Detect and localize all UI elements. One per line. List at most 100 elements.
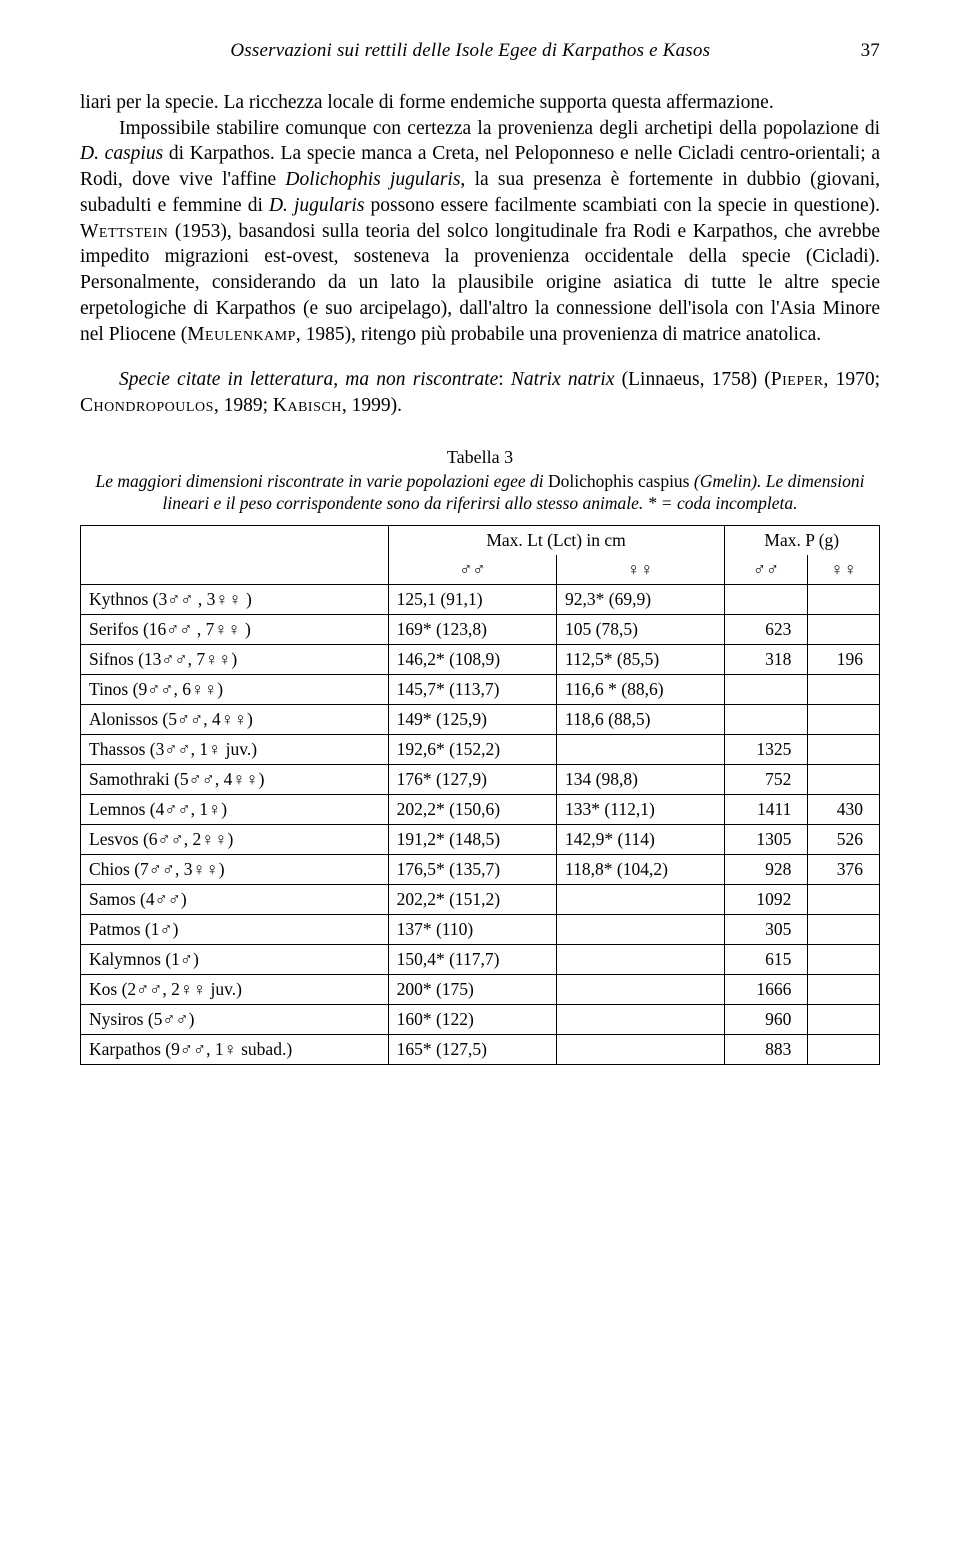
table-row: Kalymnos (1♂)150,4* (117,7)615 [81,944,880,974]
table-cell: Sifnos (13♂♂, 7♀♀) [81,644,389,674]
table-cell: 105 (78,5) [557,614,725,644]
author-name: Pieper [771,369,824,390]
table-cell: 623 [724,614,808,644]
table-cell: 149* (125,9) [388,704,556,734]
text: possono essere facilmente scambiati con … [364,195,880,216]
page: Osservazioni sui rettili delle Isole Ege… [0,0,960,1125]
paragraph-1: liari per la specie. La ricchezza locale… [80,90,880,347]
table-cell: 118,8* (104,2) [557,854,725,884]
table-cell: Karpathos (9♂♂, 1♀ subad.) [81,1034,389,1064]
table-cell: 928 [724,854,808,884]
species-name: Dolichophis jugularis [285,169,460,190]
table-row: Kythnos (3♂♂ , 3♀♀ )125,1 (91,1)92,3* (6… [81,584,880,614]
header-male: ♂♂ [724,555,808,585]
header-lt: Max. Lt (Lct) in cm [388,525,724,555]
table-cell: 146,2* (108,9) [388,644,556,674]
table-cell [808,614,880,644]
table-cell [808,974,880,1004]
table-cell: Samos (4♂♂) [81,884,389,914]
table-cell: Nysiros (5♂♂) [81,1004,389,1034]
table-cell [808,1004,880,1034]
table-row: Alonissos (5♂♂, 4♀♀)149* (125,9)118,6 (8… [81,704,880,734]
table-cell: Samothraki (5♂♂, 4♀♀) [81,764,389,794]
table-row: Chios (7♂♂, 3♀♀)176,5* (135,7)118,8* (10… [81,854,880,884]
header-female: ♀♀ [808,555,880,585]
text: , 1985), ritengo più probabile una prove… [296,324,821,345]
table-cell: 137* (110) [388,914,556,944]
table-caption: Le maggiori dimensioni riscontrate in va… [80,470,880,515]
table-cell [724,704,808,734]
paragraph-2: Specie citate in letteratura, ma non ris… [80,367,880,418]
table-cell: 169* (123,8) [388,614,556,644]
table-header-row-1: Max. Lt (Lct) in cm Max. P (g) [81,525,880,555]
table-cell [557,944,725,974]
table-cell: 1305 [724,824,808,854]
table-cell [808,944,880,974]
table-cell: 430 [808,794,880,824]
text: : [498,369,511,390]
species-name: Natrix natrix [511,369,615,390]
table-cell [557,914,725,944]
running-head-title: Osservazioni sui rettili delle Isole Ege… [230,40,710,61]
table-cell: Alonissos (5♂♂, 4♀♀) [81,704,389,734]
table-cell: 125,1 (91,1) [388,584,556,614]
data-table: Max. Lt (Lct) in cm Max. P (g) ♂♂ ♀♀ ♂♂ … [80,525,880,1065]
table-cell: 150,4* (117,7) [388,944,556,974]
table-cell: Kos (2♂♂, 2♀♀ juv.) [81,974,389,1004]
table-row: Serifos (16♂♂ , 7♀♀ )169* (123,8)105 (78… [81,614,880,644]
author-name: Kabisch [273,395,342,416]
table-row: Nysiros (5♂♂)160* (122)960 [81,1004,880,1034]
table-cell [557,1004,725,1034]
table-cell: 752 [724,764,808,794]
table-cell [557,974,725,1004]
table-cell: 376 [808,854,880,884]
header-female: ♀♀ [557,555,725,585]
table-body: Kythnos (3♂♂ , 3♀♀ )125,1 (91,1)92,3* (6… [81,584,880,1064]
table-cell: 116,6 * (88,6) [557,674,725,704]
table-cell: Tinos (9♂♂, 6♀♀) [81,674,389,704]
species-name: Dolichophis caspius [548,471,689,491]
caption-text: Le maggiori dimensioni riscontrate in va… [96,471,549,491]
table-cell: 112,5* (85,5) [557,644,725,674]
table-head: Max. Lt (Lct) in cm Max. P (g) ♂♂ ♀♀ ♂♂ … [81,525,880,584]
table-cell [808,584,880,614]
table-cell [808,764,880,794]
text-italic: Specie citate in letteratura, ma non ris… [119,369,498,390]
blank-header [81,525,389,584]
table-cell: Kalymnos (1♂) [81,944,389,974]
table-row: Tinos (9♂♂, 6♀♀)145,7* (113,7)116,6 * (8… [81,674,880,704]
header-p: Max. P (g) [724,525,879,555]
table-row: Patmos (1♂)137* (110)305 [81,914,880,944]
table-cell: 142,9* (114) [557,824,725,854]
table-cell: 133* (112,1) [557,794,725,824]
author-name: Meulenkamp [187,324,296,345]
table-cell [724,584,808,614]
table-row: Samothraki (5♂♂, 4♀♀)176* (127,9)134 (98… [81,764,880,794]
table-cell: 160* (122) [388,1004,556,1034]
text: liari per la specie. La ricchezza locale… [80,92,774,113]
table-cell: 176,5* (135,7) [388,854,556,884]
table-cell: 318 [724,644,808,674]
species-name: D. jugularis [269,195,364,216]
table-row: Karpathos (9♂♂, 1♀ subad.)165* (127,5)88… [81,1034,880,1064]
text: , 1999). [342,395,402,416]
table-cell: 118,6 (88,5) [557,704,725,734]
table-cell: 200* (175) [388,974,556,1004]
page-number: 37 [861,40,880,62]
running-head: Osservazioni sui rettili delle Isole Ege… [80,40,880,62]
table-cell [724,674,808,704]
table-cell: 1092 [724,884,808,914]
table-cell: Lesvos (6♂♂, 2♀♀) [81,824,389,854]
table-cell: 1411 [724,794,808,824]
table-cell: Lemnos (4♂♂, 1♀) [81,794,389,824]
table-cell: 196 [808,644,880,674]
table-row: Sifnos (13♂♂, 7♀♀)146,2* (108,9)112,5* (… [81,644,880,674]
table-cell: Serifos (16♂♂ , 7♀♀ ) [81,614,389,644]
table-cell [808,914,880,944]
table-cell [808,704,880,734]
table-cell [808,884,880,914]
table-cell: 202,2* (151,2) [388,884,556,914]
author-name: Wettstein [80,221,168,242]
table-cell [557,734,725,764]
table-cell: 191,2* (148,5) [388,824,556,854]
